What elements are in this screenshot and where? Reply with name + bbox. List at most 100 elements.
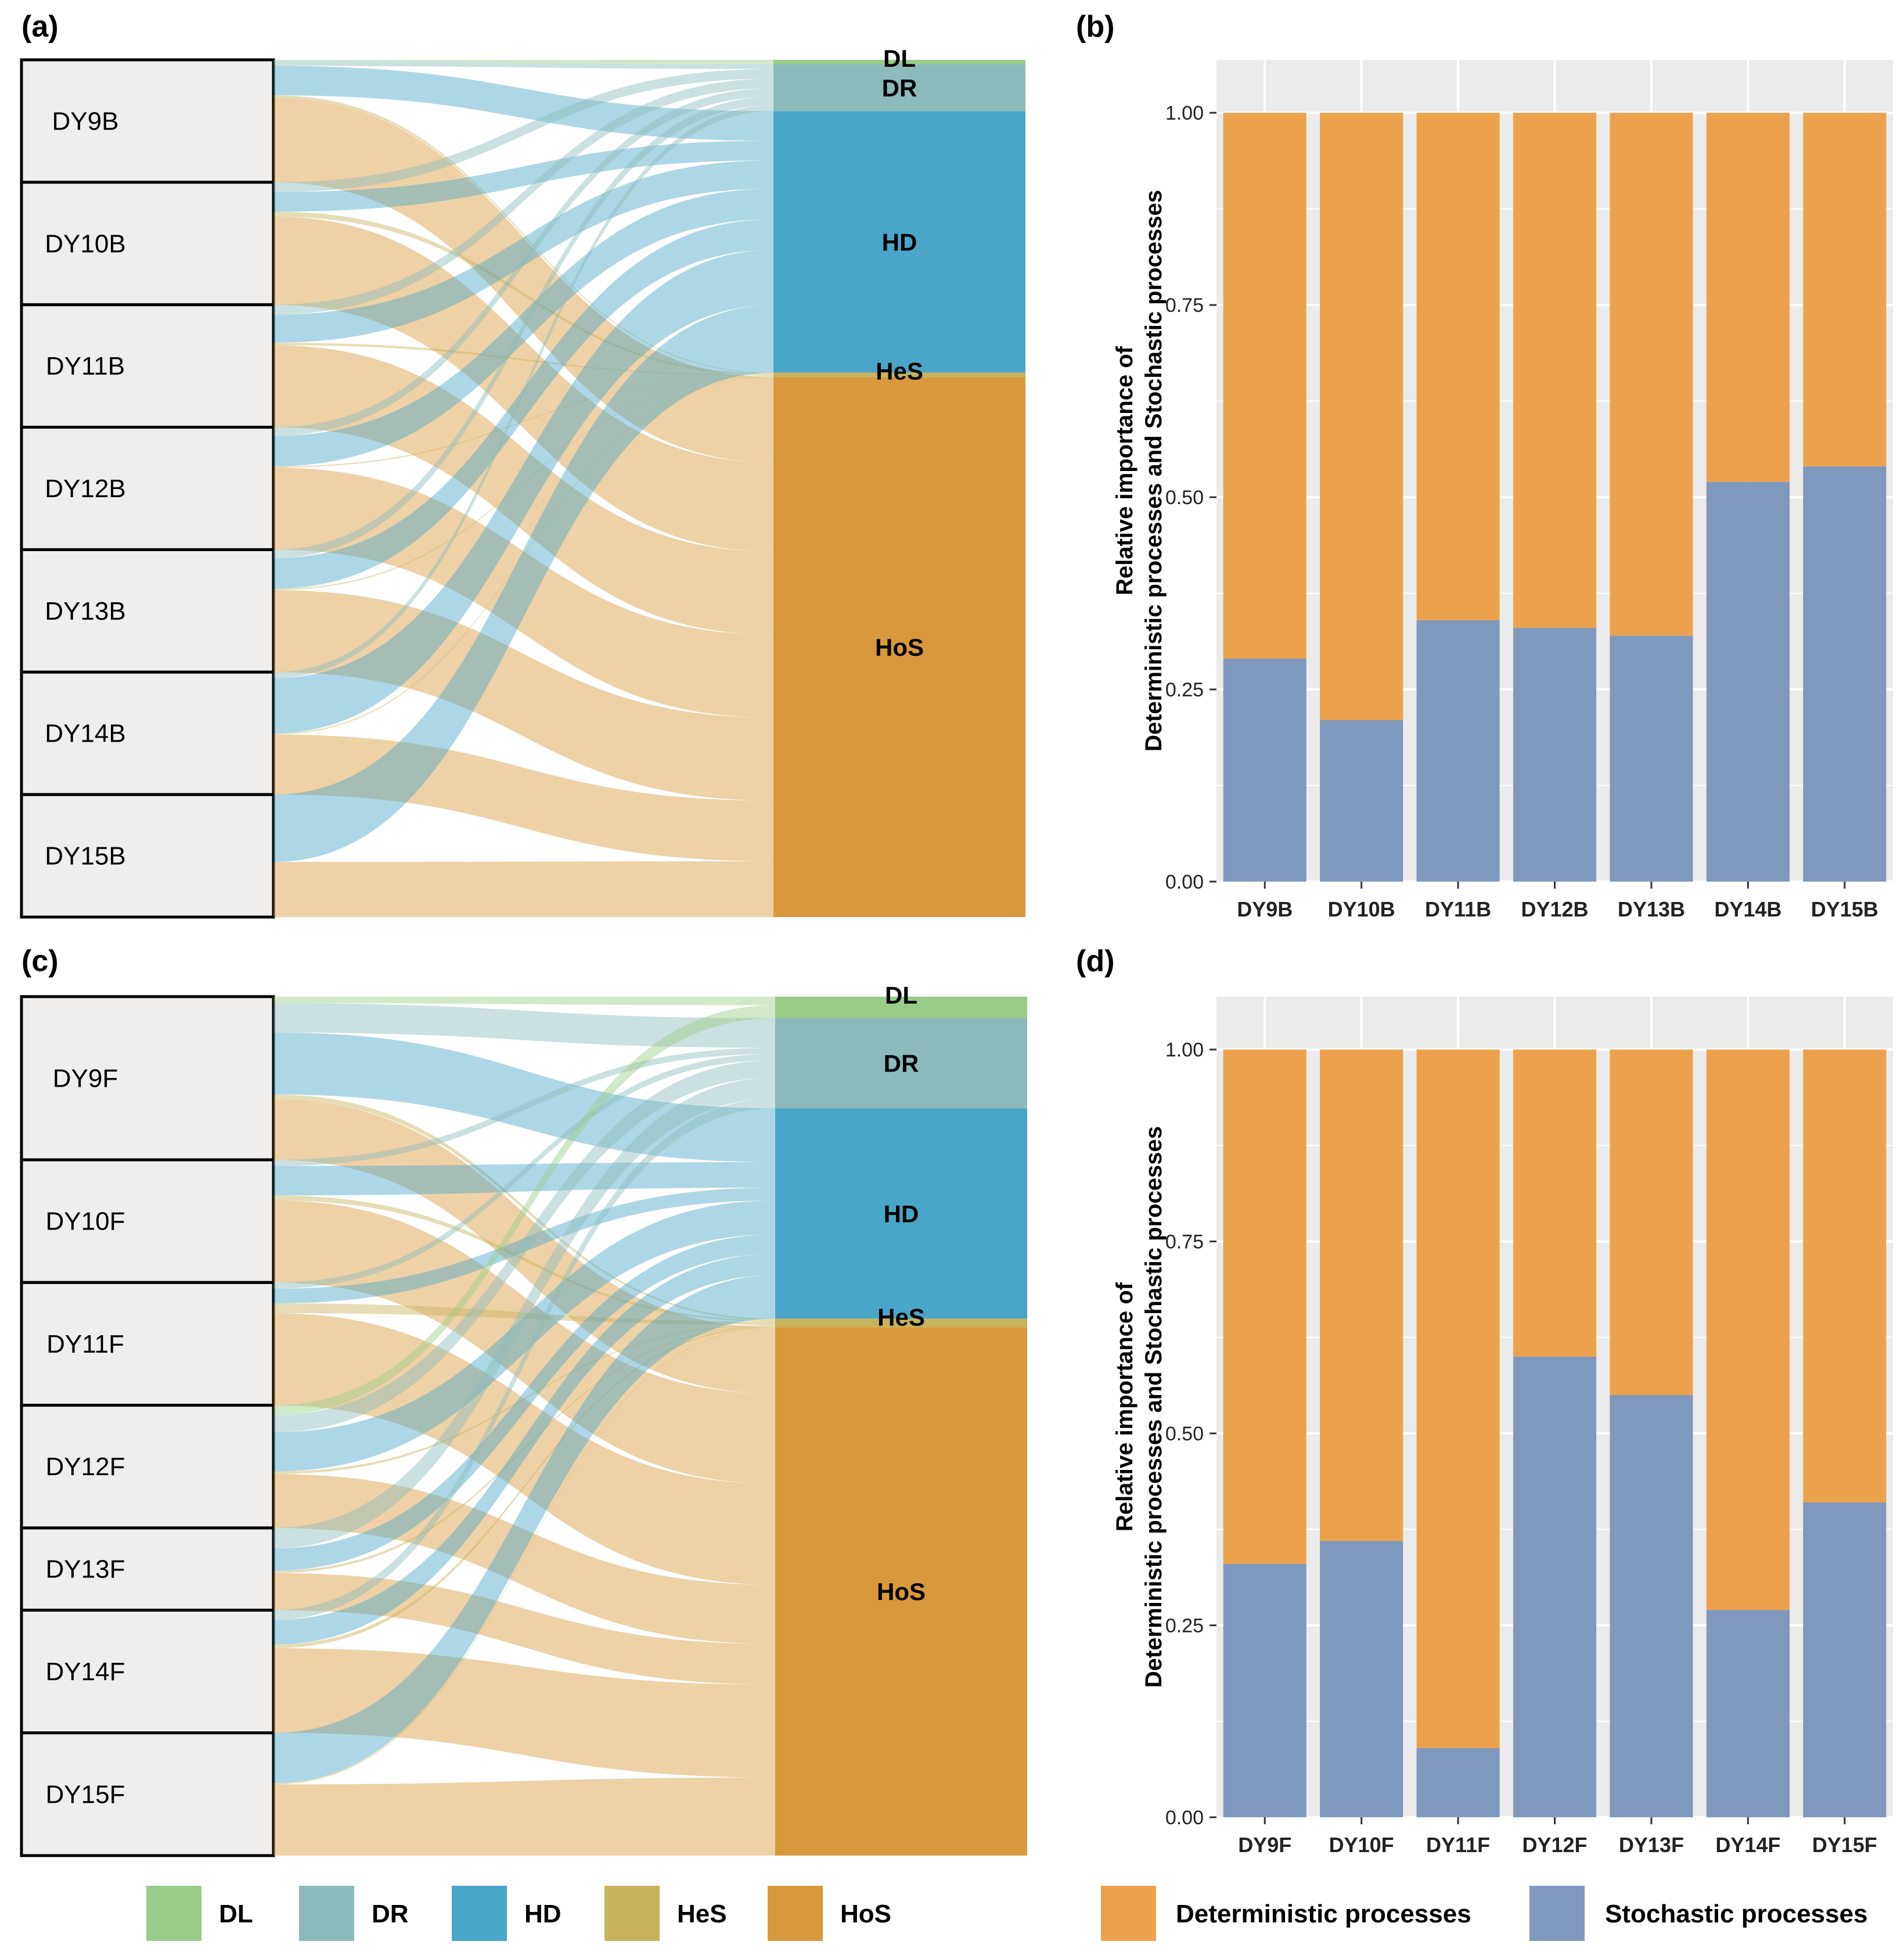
flow-band [273,1303,775,1325]
x-tick-label: DY9F [1238,1833,1291,1857]
flow-band [273,468,773,718]
target-node [773,111,1025,373]
source-node [20,793,275,919]
flow-band [273,345,773,635]
flow-band [273,60,773,64]
source-node [20,58,275,184]
flow-band [273,1098,775,1620]
target-node [775,1318,1027,1328]
target-node [775,1108,1027,1319]
flow-band [273,1200,775,1484]
flow-band [273,141,773,212]
bar-segment [1223,113,1306,659]
flow-band [273,1077,775,1549]
flow-band [273,1048,775,1166]
source-node [20,1404,275,1530]
target-node [773,64,1025,112]
legend-swatch [604,1886,660,1941]
source-node [20,426,275,551]
flow-band [273,1234,775,1571]
bar-panel-b: (b) DY9B DY10B DY11B DY12B DY13B DY14B DY15B 0.0… [1076,10,1893,921]
bar-segment [1320,113,1403,721]
source-label: DY13F [46,1555,125,1584]
flow-band [273,96,773,559]
flow-band [273,376,773,468]
source-label: DY9F [53,1065,118,1093]
bar-segment [1416,1049,1500,1749]
x-tick-label: DY14F [1715,1833,1780,1857]
source-label: DY12F [46,1453,125,1481]
bar-segment [1513,1356,1597,1817]
flow-band [273,88,773,436]
source-node [20,1158,275,1284]
bar-segment [1223,1563,1306,1817]
legend-swatch [146,1886,201,1941]
flow-band [273,211,773,375]
flow-band [273,1324,775,1474]
source-label: DY10B [45,229,125,258]
y-tick-label: 0.25 [1165,1615,1204,1637]
y-tick-label: 0.75 [1165,1231,1204,1253]
flow-band [273,188,773,467]
flow-band [273,734,773,862]
flow-band [273,1099,775,1394]
target-label: HD [884,1200,919,1227]
x-tick-label: DY13B [1618,897,1685,921]
target-node [775,997,1027,1018]
x-tick-label: DY11F [1426,1833,1490,1857]
y-tick-label: 0.00 [1165,1807,1204,1829]
source-node [20,303,275,429]
y-tick-label: 1.00 [1165,102,1204,124]
flow-band [273,1648,775,1778]
flow-band [273,1573,775,1685]
target-label: HeS [877,1304,925,1331]
legend-label: DL [219,1900,253,1928]
bar-segment [1223,1049,1306,1564]
bar-segment [1803,1049,1887,1503]
bar-segment [1320,1541,1403,1817]
flow-band [273,1275,775,1784]
flow-band [273,105,773,678]
y-tick-label: 0.00 [1165,871,1204,893]
legend-swatch [452,1886,507,1941]
flow-band [273,1325,775,1648]
flow-band [273,1060,775,1433]
target-label: DR [882,74,917,102]
target-label: HoS [875,634,924,661]
flow-band [273,305,773,862]
bar-panel-d: (d) DY9F DY10F DY11F DY12F DY13F DY14F DY15F 0.0… [1076,944,1893,1857]
bar-segment [1706,1049,1790,1611]
legend-label: DR [372,1900,409,1928]
y-tick-label: 0.50 [1165,487,1204,509]
legend-swatch [299,1886,354,1941]
flow-band [273,69,773,192]
bar-segment [1416,1748,1500,1817]
x-tick-label: DY12B [1521,897,1588,921]
target-node [773,372,1025,378]
bar-segment [1706,481,1790,882]
target-node [773,60,1025,64]
source-label: DY11B [46,352,125,380]
target-label: DL [885,982,917,1009]
source-label: DY10F [46,1207,125,1236]
flow-band [273,1313,775,1585]
bar-segment [1320,720,1403,882]
source-label: DY12B [45,474,125,503]
x-tick-label: DY15F [1812,1833,1877,1857]
target-node [775,1327,1027,1856]
flow-band [273,1473,775,1644]
flow-band [273,66,773,141]
alluvial-panel-a: (a) DY9B DY10B DY11B DY12B DY13B DY14B DY15B DLD… [20,10,1025,919]
target-node [773,377,1025,917]
bar-segment [1320,1049,1403,1541]
y-tick-label: 0.75 [1165,294,1204,317]
source-node [20,670,275,796]
x-tick-label: DY11B [1425,897,1491,921]
flow-band [273,1187,775,1304]
bar-segment [1803,1502,1887,1817]
flow-band [273,78,773,315]
legend-label: HD [524,1900,562,1928]
flow-band [273,219,773,589]
flow-band [273,61,773,69]
